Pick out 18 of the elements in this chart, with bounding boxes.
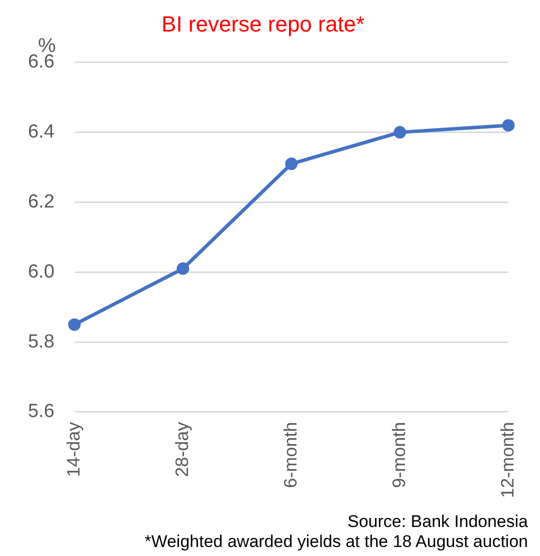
y-tick-label: 5.6 (28, 401, 54, 422)
point (502, 119, 515, 132)
point (394, 126, 406, 139)
point (176, 262, 190, 275)
point (68, 318, 81, 331)
point (285, 158, 298, 170)
chart-title: BI reverse repo rate* (162, 11, 365, 36)
y-tick-label: 6.2 (28, 191, 54, 212)
x-tick-label: 6-month (280, 422, 300, 488)
x-tick-label: 28-day (172, 422, 192, 478)
source-note: Source: Bank Indonesia (346, 512, 528, 532)
x-tick-label: 12-month (497, 422, 518, 498)
x-tick-label: 9-month (388, 422, 409, 488)
x-tick-label: 14-day (63, 422, 84, 478)
y-tick-label: 6.4 (28, 122, 55, 143)
y-tick-label: 5.8 (28, 331, 54, 352)
y-tick-label: 6.0 (28, 261, 54, 282)
text: *Weighted awarded yields at the 18 August auction (144, 532, 528, 552)
